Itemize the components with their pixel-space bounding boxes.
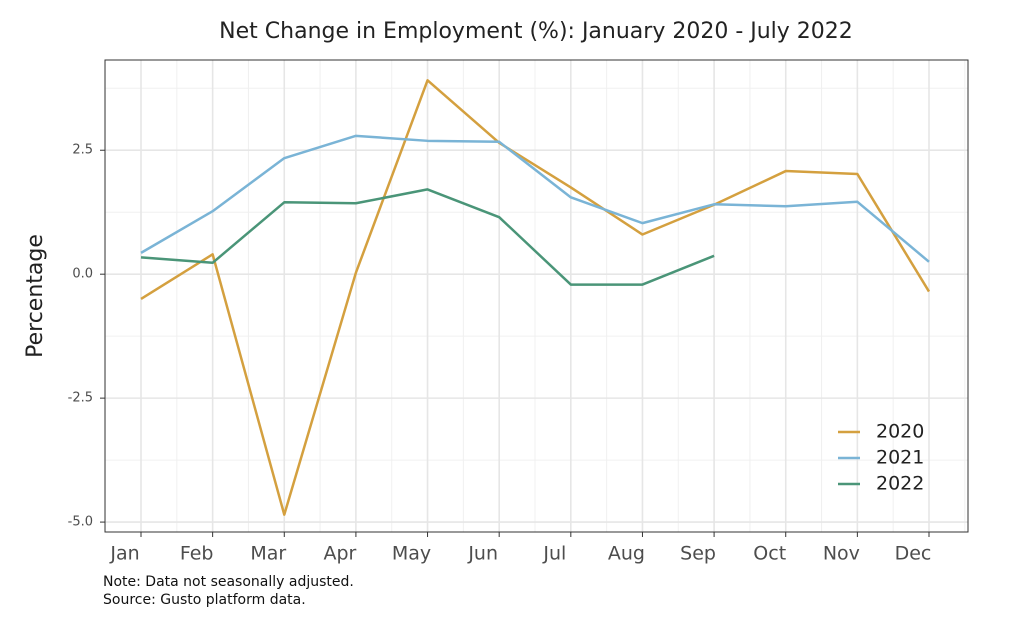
x-tick-label: Dec xyxy=(895,543,932,565)
plot-background xyxy=(105,60,968,532)
plot-border xyxy=(104,59,969,533)
y-tick-label: -2.5 xyxy=(68,391,93,406)
legend-label: 2021 xyxy=(876,447,924,469)
x-tick-label: May xyxy=(392,543,431,565)
note: Source: Gusto platform data. xyxy=(103,592,306,608)
legend-label: 2022 xyxy=(876,473,924,495)
y-tick-label: 0.0 xyxy=(72,267,93,282)
y-tick-label: 2.5 xyxy=(72,143,93,158)
x-tick-label: Jul xyxy=(542,543,566,565)
x-tick-label: Mar xyxy=(250,543,286,565)
y-axis-label: Percentage xyxy=(23,234,48,358)
line-series xyxy=(140,79,931,516)
chart-title: Net Change in Employment (%): January 20… xyxy=(219,19,853,44)
x-tick-label: Jan xyxy=(109,543,139,565)
line-series xyxy=(140,134,930,263)
y-tick-label: -5.0 xyxy=(68,515,93,530)
x-tick-label: Apr xyxy=(323,543,356,565)
line-series xyxy=(140,188,715,286)
x-tick-label: Oct xyxy=(753,543,786,565)
x-tick-label: Aug xyxy=(608,543,645,565)
x-tick-label: Jun xyxy=(467,543,498,565)
x-tick-label: Sep xyxy=(680,543,716,565)
legend-label: 2020 xyxy=(876,421,924,443)
note: Note: Data not seasonally adjusted. xyxy=(103,574,354,590)
x-tick-label: Feb xyxy=(180,543,214,565)
x-tick-label: Nov xyxy=(823,543,860,565)
